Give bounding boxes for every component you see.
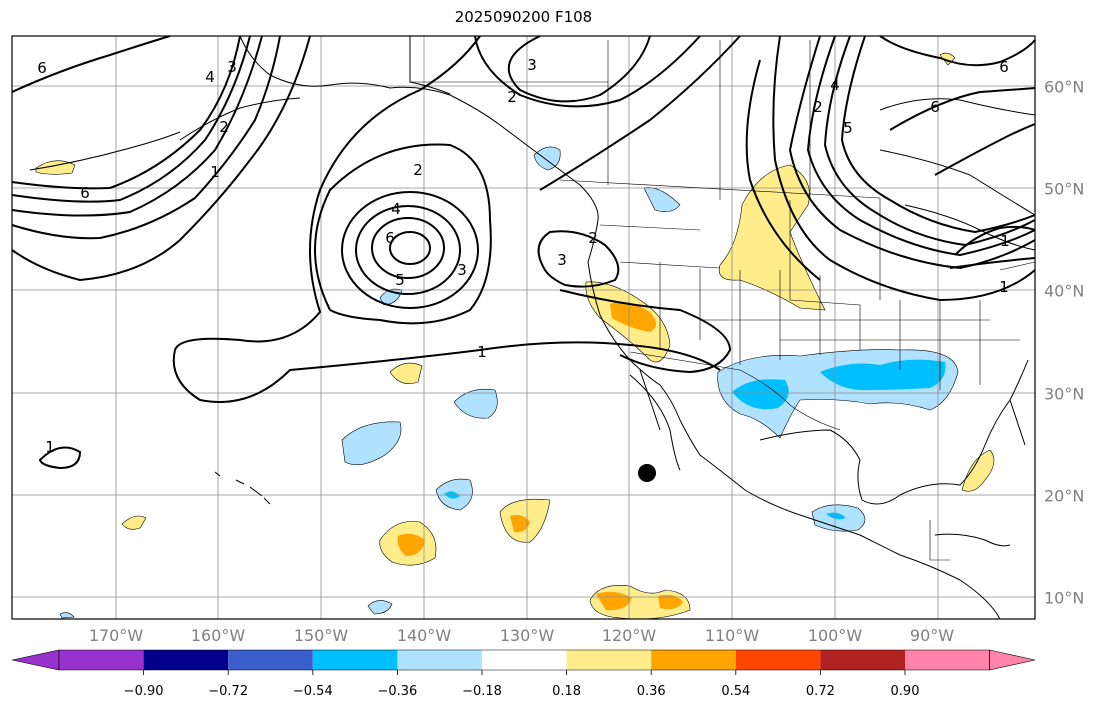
colorbar-segment: [397, 650, 482, 670]
graticule: [12, 36, 1035, 619]
contour-label: 3: [457, 261, 467, 279]
lon-tick-label: 160°W: [190, 626, 246, 645]
colorbar-tick-label: 0.90: [890, 684, 920, 699]
contour-label: 1: [477, 343, 487, 361]
contour-label: 6: [80, 184, 90, 202]
lon-tick-label: 130°W: [499, 626, 555, 645]
colorbar-segment: [143, 650, 229, 670]
colorbar-extend-high: [989, 649, 1036, 671]
contour-label: 4: [391, 200, 401, 218]
colorbar-segment: [312, 650, 398, 670]
coastlines: [29, 35, 1036, 620]
position-marker: [638, 464, 656, 482]
contour-label: 4: [830, 76, 840, 94]
colorbar-tick-label: −0.36: [377, 684, 418, 699]
height-contours: [11, 35, 1036, 470]
contour-labels: 6 4 3 2 1 6 2 4 6 5 3 1 2 3 2 3 1 2 4 5 …: [37, 56, 1010, 456]
colorbar-tick-label: 0.36: [636, 684, 666, 699]
colorbar-segment: [651, 650, 736, 670]
lat-tick-label: 60°N: [1044, 77, 1085, 97]
colorbar-tick-label: −0.18: [462, 684, 502, 699]
contour-label: 5: [395, 271, 405, 289]
colorbar-segment: [735, 650, 821, 670]
colorbar-segment: [228, 650, 313, 670]
contour-label: 3: [227, 58, 237, 76]
colorbar-tick-label: 0.72: [805, 684, 835, 699]
lat-tick-label: 50°N: [1044, 179, 1085, 199]
colorbar-tick-label: 0.18: [552, 684, 582, 699]
contour-label: 1: [999, 278, 1009, 296]
anomaly-shading: [35, 52, 995, 620]
colorbar-segment: [59, 650, 144, 670]
contour-label: 6: [37, 59, 47, 77]
contour-label: 6: [999, 58, 1009, 76]
lon-tick-label: 170°W: [88, 626, 144, 645]
colorbar: [11, 649, 1036, 675]
lon-tick-label: 150°W: [293, 626, 349, 645]
colorbar-segment: [482, 650, 567, 670]
contour-label: 5: [843, 119, 853, 137]
map-frame: [11, 35, 1036, 620]
colorbar-tick-label: −0.90: [123, 684, 164, 699]
contour-label: 1: [45, 438, 55, 456]
contour-label: 1: [210, 163, 220, 181]
colorbar-tick-label: 0.54: [721, 684, 751, 699]
lat-tick-label: 20°N: [1044, 486, 1085, 506]
contour-label: 3: [557, 251, 567, 269]
contour-label: 2: [219, 118, 229, 136]
colorbar-tick-label: −0.72: [208, 684, 249, 699]
lat-tick-label: 40°N: [1044, 281, 1085, 301]
lon-tick-label: 90°W: [909, 626, 955, 645]
contour-label: 2: [588, 229, 598, 247]
colorbar-extend-low: [11, 649, 60, 671]
contour-label: 2: [507, 88, 517, 106]
contour-label: 3: [527, 56, 537, 74]
contour-label: 6: [930, 98, 940, 116]
contour-label: 1: [1000, 232, 1010, 250]
contour-label: 6: [385, 229, 395, 247]
map-title: 2025090200 F108: [454, 8, 593, 26]
contour-label: 4: [205, 68, 215, 86]
colorbar-segment: [566, 650, 652, 670]
lon-tick-label: 120°W: [601, 626, 657, 645]
lon-tick-label: 110°W: [704, 626, 760, 645]
contour-label: 2: [413, 161, 423, 179]
colorbar-segment: [905, 650, 990, 670]
lon-tick-label: 140°W: [396, 626, 452, 645]
lat-tick-label: 10°N: [1044, 588, 1085, 608]
colorbar-tick-label: −0.54: [292, 684, 333, 699]
lat-tick-label: 30°N: [1044, 384, 1085, 404]
contour-label: 2: [813, 98, 823, 116]
colorbar-segment: [820, 650, 905, 670]
lon-tick-label: 100°W: [807, 626, 863, 645]
